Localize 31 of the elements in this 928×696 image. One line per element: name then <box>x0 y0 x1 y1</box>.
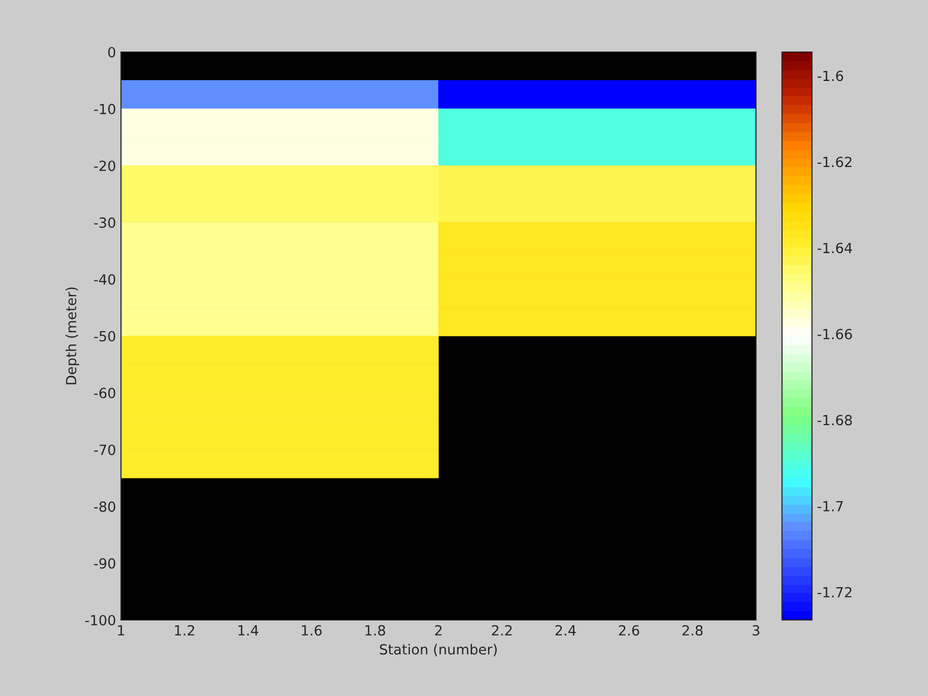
y-tick-label: -10 <box>94 104 116 114</box>
y-tick-label: -30 <box>94 217 116 228</box>
y-tick-label: -20 <box>94 160 116 172</box>
color-bar-label: -1.68 <box>818 414 852 426</box>
x-tick-label: 1 <box>118 625 124 636</box>
color-bar-label: -1.6 <box>818 70 844 82</box>
y-tick-label: -60 <box>94 388 116 398</box>
y-tick-label: 0 <box>108 46 116 58</box>
y-tick-label: -80 <box>94 501 116 512</box>
x-tick-label: 1.2 <box>174 625 194 636</box>
color-bar-label: -1.64 <box>818 242 852 254</box>
y-tick-label: -40 <box>94 274 116 285</box>
x-tick-label: 2.4 <box>555 625 576 636</box>
x-tick-label: 2.8 <box>682 625 703 636</box>
y-tick-label: -50 <box>94 330 116 342</box>
x-tick-label: 1.8 <box>365 625 386 636</box>
color-bar-label: -1.62 <box>818 156 852 168</box>
y-tick-label: -90 <box>94 558 116 569</box>
color-bar-label: -1.66 <box>818 328 852 340</box>
color-bar-label: -1.7 <box>818 501 843 512</box>
y-tick-label: -70 <box>94 444 116 456</box>
x-tick-label: 2.6 <box>618 625 640 636</box>
y-tick-label: -100 <box>85 614 116 626</box>
x-axis-title: Station (number) <box>380 644 497 656</box>
y-axis-title: Depth (meter) <box>66 288 80 384</box>
color-bar-label: -1.72 <box>818 587 852 598</box>
x-tick-label: 2 <box>435 625 442 636</box>
x-tick-label: 1.4 <box>238 625 258 636</box>
x-tick-label: 1.6 <box>302 625 322 636</box>
x-tick-label: 3 <box>752 625 760 636</box>
x-tick-label: 2.2 <box>492 625 512 636</box>
